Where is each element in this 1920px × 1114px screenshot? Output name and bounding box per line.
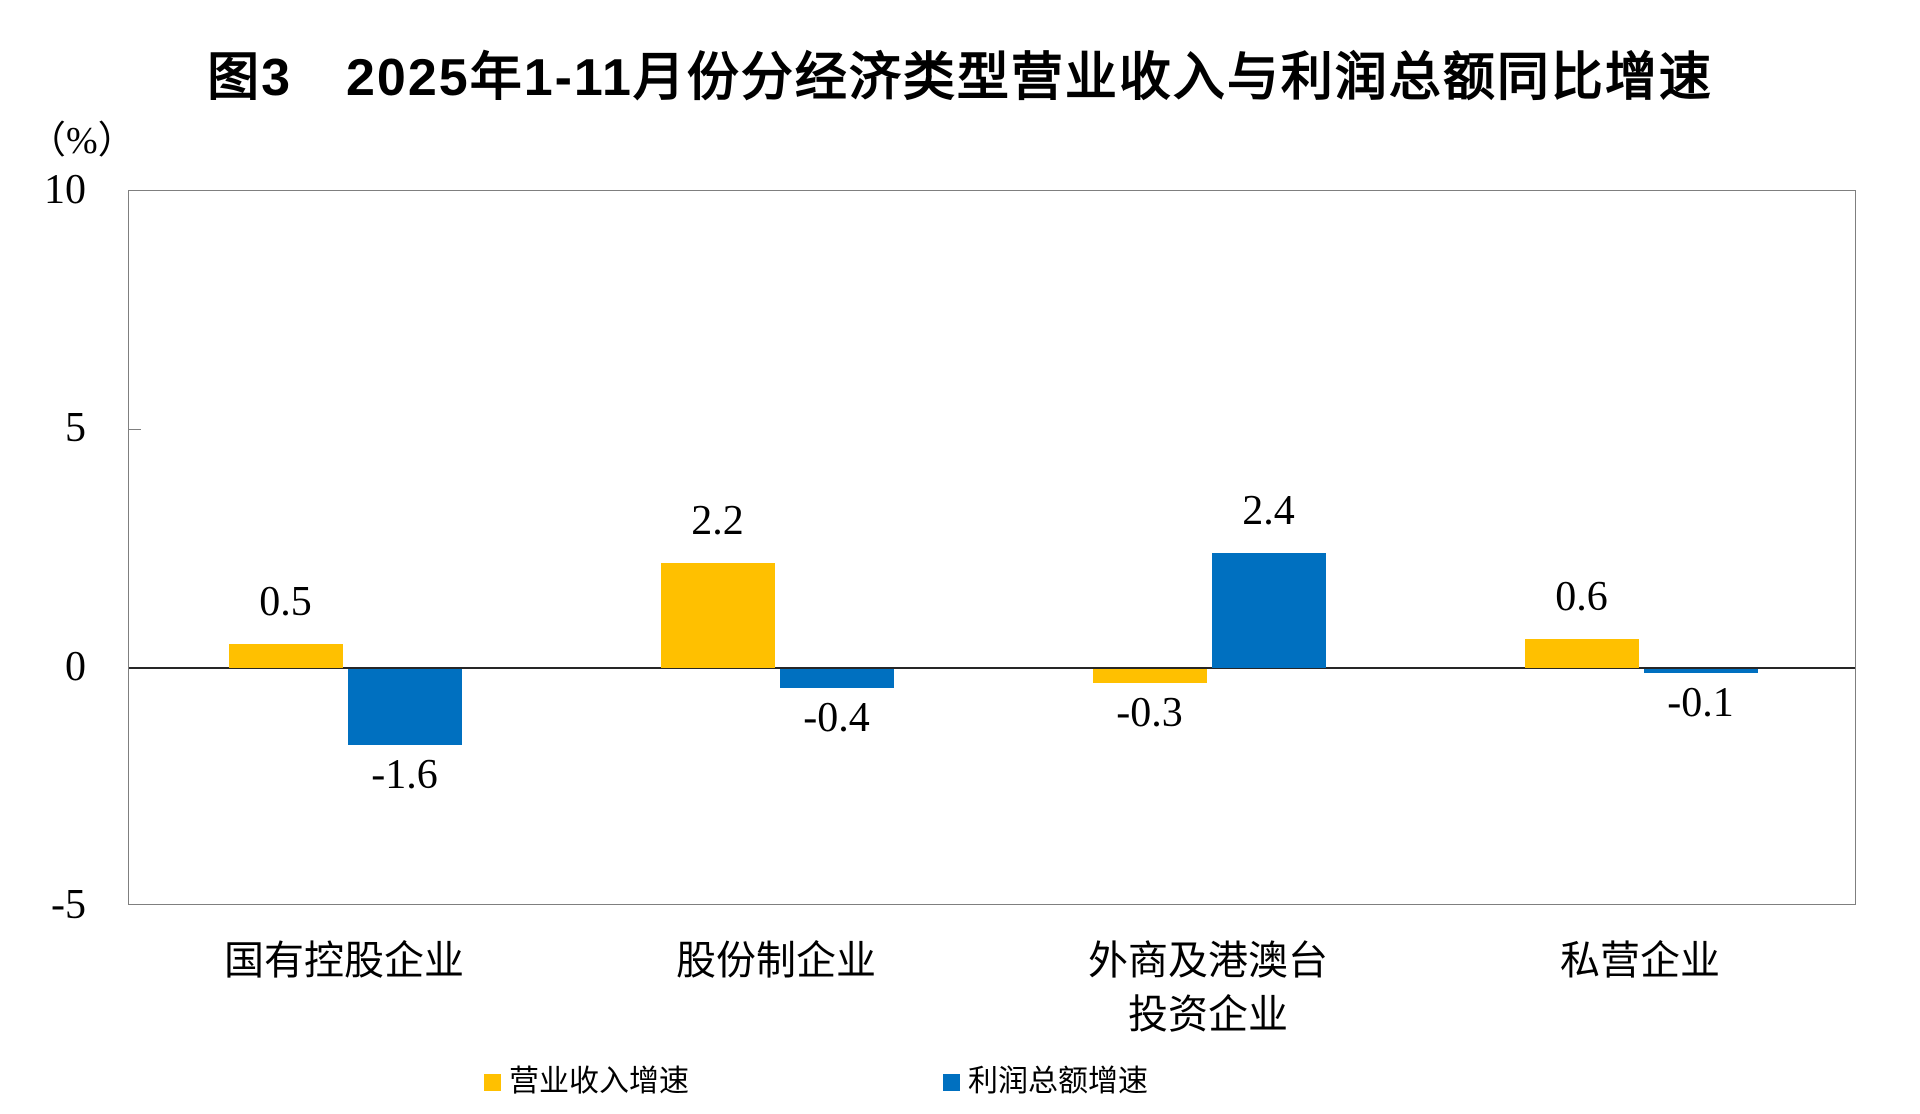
legend-label: 利润总额增速 — [968, 1065, 1148, 1098]
bar-利润总额增速-股份制企业 — [779, 668, 894, 688]
y-tick-label: 10 — [44, 167, 86, 213]
legend-item-营业收入增速: 营业收入增速 — [484, 1062, 689, 1102]
zero-axis-line — [129, 666, 1855, 669]
bar-利润总额增速-外商及港澳台 — [1211, 553, 1326, 668]
bar-营业收入增速-外商及港澳台 — [1092, 668, 1207, 683]
bar-value-label: -0.1 — [1667, 680, 1734, 727]
legend-swatch-icon — [943, 1073, 960, 1091]
bar-利润总额增速-私营企业 — [1643, 668, 1758, 674]
bar-value-label: 0.5 — [259, 578, 312, 625]
category-label: 外商及港澳台 投资企业 — [1088, 938, 1328, 1037]
legend-swatch-icon — [484, 1073, 501, 1091]
plot-area: 0.5 -1.6 2.2 -0.4 -0.3 2.4 0.6 -0.1 — [128, 190, 1856, 905]
category-label: 私营企业 — [1560, 938, 1720, 983]
bar-value-label: 2.4 — [1242, 488, 1295, 535]
chart-title: 图3 2025年1-11月份分经济类型营业收入与利润总额同比增速 — [207, 49, 1713, 107]
legend-item-利润总额增速: 利润总额增速 — [943, 1062, 1148, 1102]
category-label: 国有控股企业 — [224, 938, 464, 983]
y-tick-label: -5 — [51, 882, 86, 928]
bar-value-label: -1.6 — [371, 751, 438, 798]
y-axis-unit-label: （%） — [28, 120, 136, 162]
bar-营业收入增速-股份制企业 — [660, 562, 775, 668]
y-tick-label: 5 — [65, 405, 86, 452]
bar-value-label: -0.3 — [1116, 689, 1183, 736]
y-tick-mark — [129, 429, 141, 431]
bar-营业收入增速-国有控股企业 — [228, 643, 343, 668]
bar-value-label: 0.6 — [1555, 574, 1608, 621]
legend: 营业收入增速 利润总额增速 — [0, 1054, 1920, 1102]
category-label: 股份制企业 — [676, 938, 876, 983]
y-tick-label: 0 — [65, 643, 86, 690]
bar-value-label: 2.2 — [691, 497, 744, 544]
legend-label: 营业收入增速 — [509, 1065, 689, 1098]
bar-value-label: -0.4 — [803, 694, 870, 741]
bar-利润总额增速-国有控股企业 — [347, 668, 462, 745]
bar-营业收入增速-私营企业 — [1524, 639, 1639, 668]
